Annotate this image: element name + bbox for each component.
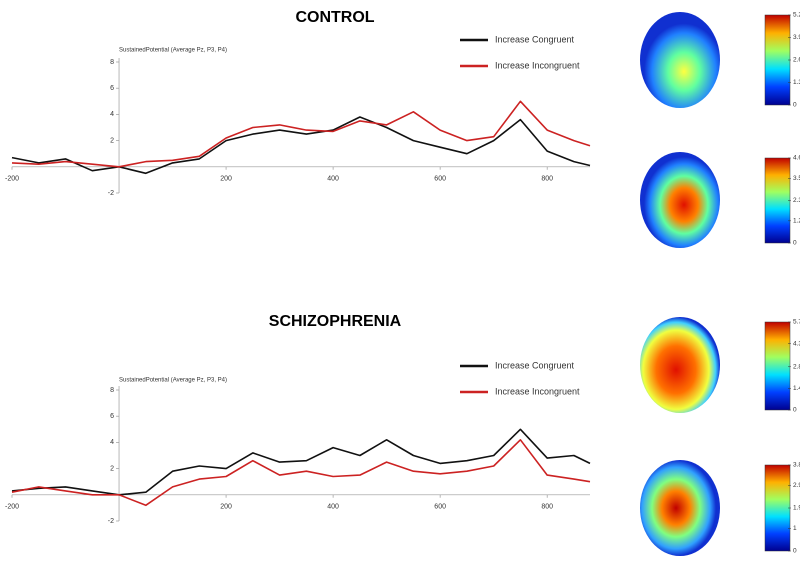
colorbar-tick-label: 0 bbox=[793, 102, 797, 109]
chart-title: SCHIZOPHRENIA bbox=[269, 313, 402, 330]
x-tick-label: 400 bbox=[327, 504, 339, 511]
series-line bbox=[11, 116, 591, 175]
x-tick-label: 600 bbox=[434, 176, 446, 183]
colorbar-tick-label: 3.5 bbox=[793, 175, 800, 182]
colorbar-tick-label: 1.9 bbox=[793, 505, 800, 512]
colorbar-tick-label: 2.9 bbox=[793, 482, 800, 489]
legend-label: Increase Incongruent bbox=[495, 386, 580, 396]
legend-label: Increase Congruent bbox=[495, 360, 575, 370]
x-tick-label: 800 bbox=[541, 176, 553, 183]
x-tick-label: 400 bbox=[327, 176, 339, 183]
y-axis-label: SustainedPotential (Average Pz, P3, P4) bbox=[119, 48, 227, 54]
head-map bbox=[640, 12, 720, 108]
x-tick-label: 600 bbox=[434, 504, 446, 511]
colorbar bbox=[764, 321, 791, 411]
x-tick-label: 200 bbox=[220, 504, 232, 511]
series-line bbox=[11, 100, 591, 168]
y-tick-label: 8 bbox=[110, 59, 114, 66]
x-tick-label: 200 bbox=[220, 176, 232, 183]
colorbar-tick-label: 3.9 bbox=[793, 34, 800, 41]
colorbar-tick-label: 5.2 bbox=[793, 12, 800, 19]
y-tick-label: 6 bbox=[110, 85, 114, 92]
colorbar bbox=[764, 157, 791, 244]
colorbar-tick-label: 0 bbox=[793, 240, 797, 247]
y-tick-label: 2 bbox=[110, 137, 114, 144]
colorbar-tick-label: 4.6 bbox=[793, 155, 800, 162]
topomaps bbox=[640, 12, 720, 556]
chart-title: CONTROL bbox=[295, 9, 374, 26]
colorbar-tick-label: 2.6 bbox=[793, 57, 800, 64]
legend-label: Increase Congruent bbox=[495, 34, 575, 44]
y-tick-label: 6 bbox=[110, 413, 114, 420]
series-line bbox=[11, 428, 591, 496]
colorbar-tick-label: 2.3 bbox=[793, 197, 800, 204]
colorbar-tick-label: 1.2 bbox=[793, 218, 800, 225]
y-tick-label: 4 bbox=[110, 439, 114, 446]
colorbar-tick-label: 3.8 bbox=[793, 462, 800, 469]
colorbar bbox=[764, 464, 791, 552]
head-map bbox=[640, 460, 720, 556]
colorbar-tick-label: 1.4 bbox=[793, 385, 800, 392]
y-tick-label: 2 bbox=[110, 465, 114, 472]
head-map bbox=[640, 152, 720, 248]
y-tick-label: 4 bbox=[110, 111, 114, 118]
colorbar-tick-label: 0 bbox=[793, 548, 797, 555]
legend-label: Increase Incongruent bbox=[495, 60, 580, 70]
colorbar bbox=[764, 14, 791, 106]
series-line bbox=[11, 439, 591, 507]
colorbar-tick-label: 1 bbox=[793, 525, 797, 532]
colorbar-tick-label: 2.8 bbox=[793, 363, 800, 370]
x-tick-label: -200 bbox=[5, 504, 19, 511]
colorbar-tick-label: 5.7 bbox=[793, 319, 800, 326]
colorbar-tick-label: 4.3 bbox=[793, 340, 800, 347]
head-map bbox=[640, 317, 720, 413]
colorbar-tick-label: 1.3 bbox=[793, 79, 800, 86]
y-tick-label: -2 bbox=[108, 518, 114, 525]
x-tick-label: 800 bbox=[541, 504, 553, 511]
x-tick-label: -200 bbox=[5, 176, 19, 183]
y-tick-label: 8 bbox=[110, 387, 114, 394]
y-axis-label: SustainedPotential (Average Pz, P3, P4) bbox=[119, 378, 227, 384]
y-tick-label: -2 bbox=[108, 190, 114, 197]
colorbar-tick-label: 0 bbox=[793, 407, 797, 414]
